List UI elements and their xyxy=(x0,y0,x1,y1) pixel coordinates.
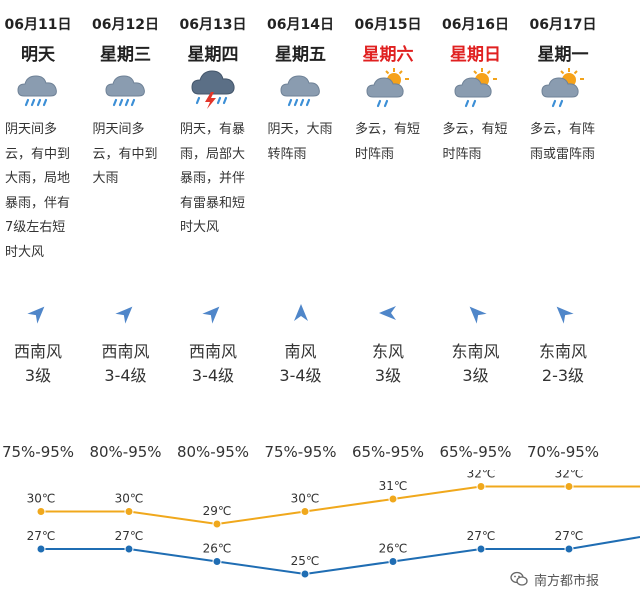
date-label: 06月14日 xyxy=(267,17,334,33)
high-temp-label: 31℃ xyxy=(379,479,408,493)
day-column: 06月13日星期四阴天，有暴雨，局部大暴雨，并伴有雷暴和短时大风西南风 3-4级 xyxy=(173,0,253,390)
date-label: 06月12日 xyxy=(92,17,159,33)
arrow-northeast-icon xyxy=(202,302,224,324)
rain-cloud-icon xyxy=(277,66,325,110)
high-temp-point xyxy=(124,507,134,516)
weather-description: 多云，有短时阵雨 xyxy=(442,122,508,162)
wind-direction: 西南风 xyxy=(101,342,150,361)
low-temp-label: 27℃ xyxy=(467,529,496,543)
humidity-label: 75%-95% xyxy=(264,443,337,461)
weather-description: 阴天间多云，有中到大雨，局地暴雨，伴有7级左右短时大风 xyxy=(5,122,71,260)
humidity-label: 80%-95% xyxy=(176,443,250,461)
low-temp-point xyxy=(476,544,486,554)
date-label: 06月15日 xyxy=(354,17,422,33)
high-temp-point xyxy=(300,507,310,516)
date-label: 06月11日 xyxy=(4,17,72,33)
wind-direction: 西南风 xyxy=(188,342,237,361)
low-temp-point xyxy=(212,557,222,566)
arrow-north-icon xyxy=(290,302,312,324)
weekday-label: 星期三 xyxy=(100,45,151,65)
weekday-label: 星期六 xyxy=(362,45,414,65)
low-temp-label: 27℃ xyxy=(115,529,144,543)
humidity-label: 80%-95% xyxy=(89,443,162,461)
low-temp-point xyxy=(564,544,574,554)
rain-cloud-icon xyxy=(102,66,150,110)
sun-cloud-rain-icon xyxy=(452,66,500,110)
low-temp-point xyxy=(124,544,134,554)
wind-level: 2-3级 xyxy=(541,366,585,385)
day-column: 06月16日星期日多云，有短时阵雨东南风 3级 xyxy=(436,0,516,390)
arrow-northeast-icon xyxy=(27,302,49,324)
high-temp-point xyxy=(212,519,222,529)
thunderstorm-icon xyxy=(189,66,237,110)
low-temp-label: 26℃ xyxy=(203,542,232,556)
high-temp-label: 30℃ xyxy=(27,492,56,506)
low-temp-label: 25℃ xyxy=(291,554,320,568)
wind-level: 3-4级 xyxy=(104,366,147,385)
high-temp-point xyxy=(476,482,486,491)
wind-direction: 西南风 xyxy=(13,342,62,361)
weather-description: 多云，有短时阵雨 xyxy=(355,122,421,162)
low-temp-label: 27℃ xyxy=(555,529,584,543)
wind-level: 3-4级 xyxy=(191,366,235,385)
temperature-chart: 30℃ 30℃ 29℃ 30℃ 31℃ 32℃ 32℃ 27℃ 27℃ 26℃ 25℃ 26℃ 27℃ 2… xyxy=(27,470,640,579)
arrow-northwest-icon xyxy=(552,302,574,324)
day-column: 06月15日星期六多云，有短时阵雨东风 3级 xyxy=(348,0,428,390)
high-temp-point xyxy=(564,482,574,491)
weather-description: 多云，有阵雨或雷阵雨 xyxy=(530,122,596,162)
wind-level: 3-4级 xyxy=(279,366,322,385)
high-temp-point xyxy=(36,507,46,516)
wind-level: 3级 xyxy=(462,366,489,385)
date-label: 06月17日 xyxy=(529,17,597,33)
humidity-label: 65%-95% xyxy=(351,443,425,461)
low-temp-label: 27℃ xyxy=(27,529,56,543)
weather-description: 阴天间多云，有中到大雨 xyxy=(92,122,158,186)
low-temp-point xyxy=(388,557,398,566)
low-temp-point xyxy=(300,569,310,579)
high-temp-label: 32℃ xyxy=(555,470,584,481)
arrow-northeast-icon xyxy=(114,302,137,324)
weekday-label: 星期四 xyxy=(187,45,239,65)
arrow-northwest-icon xyxy=(465,302,487,324)
high-temp-label: 30℃ xyxy=(291,492,320,506)
weekday-label: 星期一 xyxy=(537,45,589,65)
wind-level: 3级 xyxy=(24,366,52,385)
weather-description: 阴天，有暴雨，局部大暴雨，并伴有雷暴和短时大风 xyxy=(180,122,246,235)
weather-description: 阴天，大雨转阵雨 xyxy=(267,122,333,162)
humidity-label: 75%-95% xyxy=(1,443,75,461)
day-column: 06月14日星期五阴天，大雨转阵雨南风 3-4级 xyxy=(261,0,341,390)
date-label: 06月16日 xyxy=(442,17,509,33)
wechat-icon xyxy=(510,571,528,586)
humidity-label: 65%-95% xyxy=(439,443,512,461)
low-temp-line xyxy=(41,536,640,576)
wind-direction: 东南风 xyxy=(451,342,500,361)
wind-direction: 东风 xyxy=(371,342,404,361)
watermark: 南方都市报 xyxy=(510,568,599,590)
rain-cloud-icon xyxy=(14,66,62,110)
sun-cloud-rain-icon xyxy=(364,66,412,110)
sun-cloud-rain-icon xyxy=(539,66,587,110)
humidity-label: 70%-95% xyxy=(526,443,600,461)
day-column: 06月12日星期三阴天间多云，有中到大雨西南风 3-4级 xyxy=(86,0,166,390)
watermark-text: 南方都市报 xyxy=(534,573,600,589)
wind-direction: 东南风 xyxy=(538,342,587,361)
weekday-label: 星期日 xyxy=(450,45,501,65)
wind-level: 3级 xyxy=(374,366,402,385)
wind-direction: 南风 xyxy=(284,342,317,361)
arrow-west-icon xyxy=(377,302,399,324)
high-temp-label: 30℃ xyxy=(115,492,144,506)
high-temp-point xyxy=(388,494,398,504)
high-temp-label: 29℃ xyxy=(203,504,232,518)
high-temp-label: 32℃ xyxy=(467,470,496,481)
low-temp-label: 26℃ xyxy=(379,542,408,556)
date-label: 06月13日 xyxy=(179,17,247,33)
high-temp-line xyxy=(41,485,640,526)
day-column: 06月17日星期一多云，有阵雨或雷阵雨东南风 2-3级 xyxy=(523,0,603,390)
day-column: 06月11日明天阴天间多云，有中到大雨，局地暴雨，伴有7级左右短时大风西南风 3级 xyxy=(0,0,78,390)
weekday-label: 星期五 xyxy=(275,45,326,65)
low-temp-point xyxy=(36,544,46,554)
weekday-label: 明天 xyxy=(21,45,55,65)
